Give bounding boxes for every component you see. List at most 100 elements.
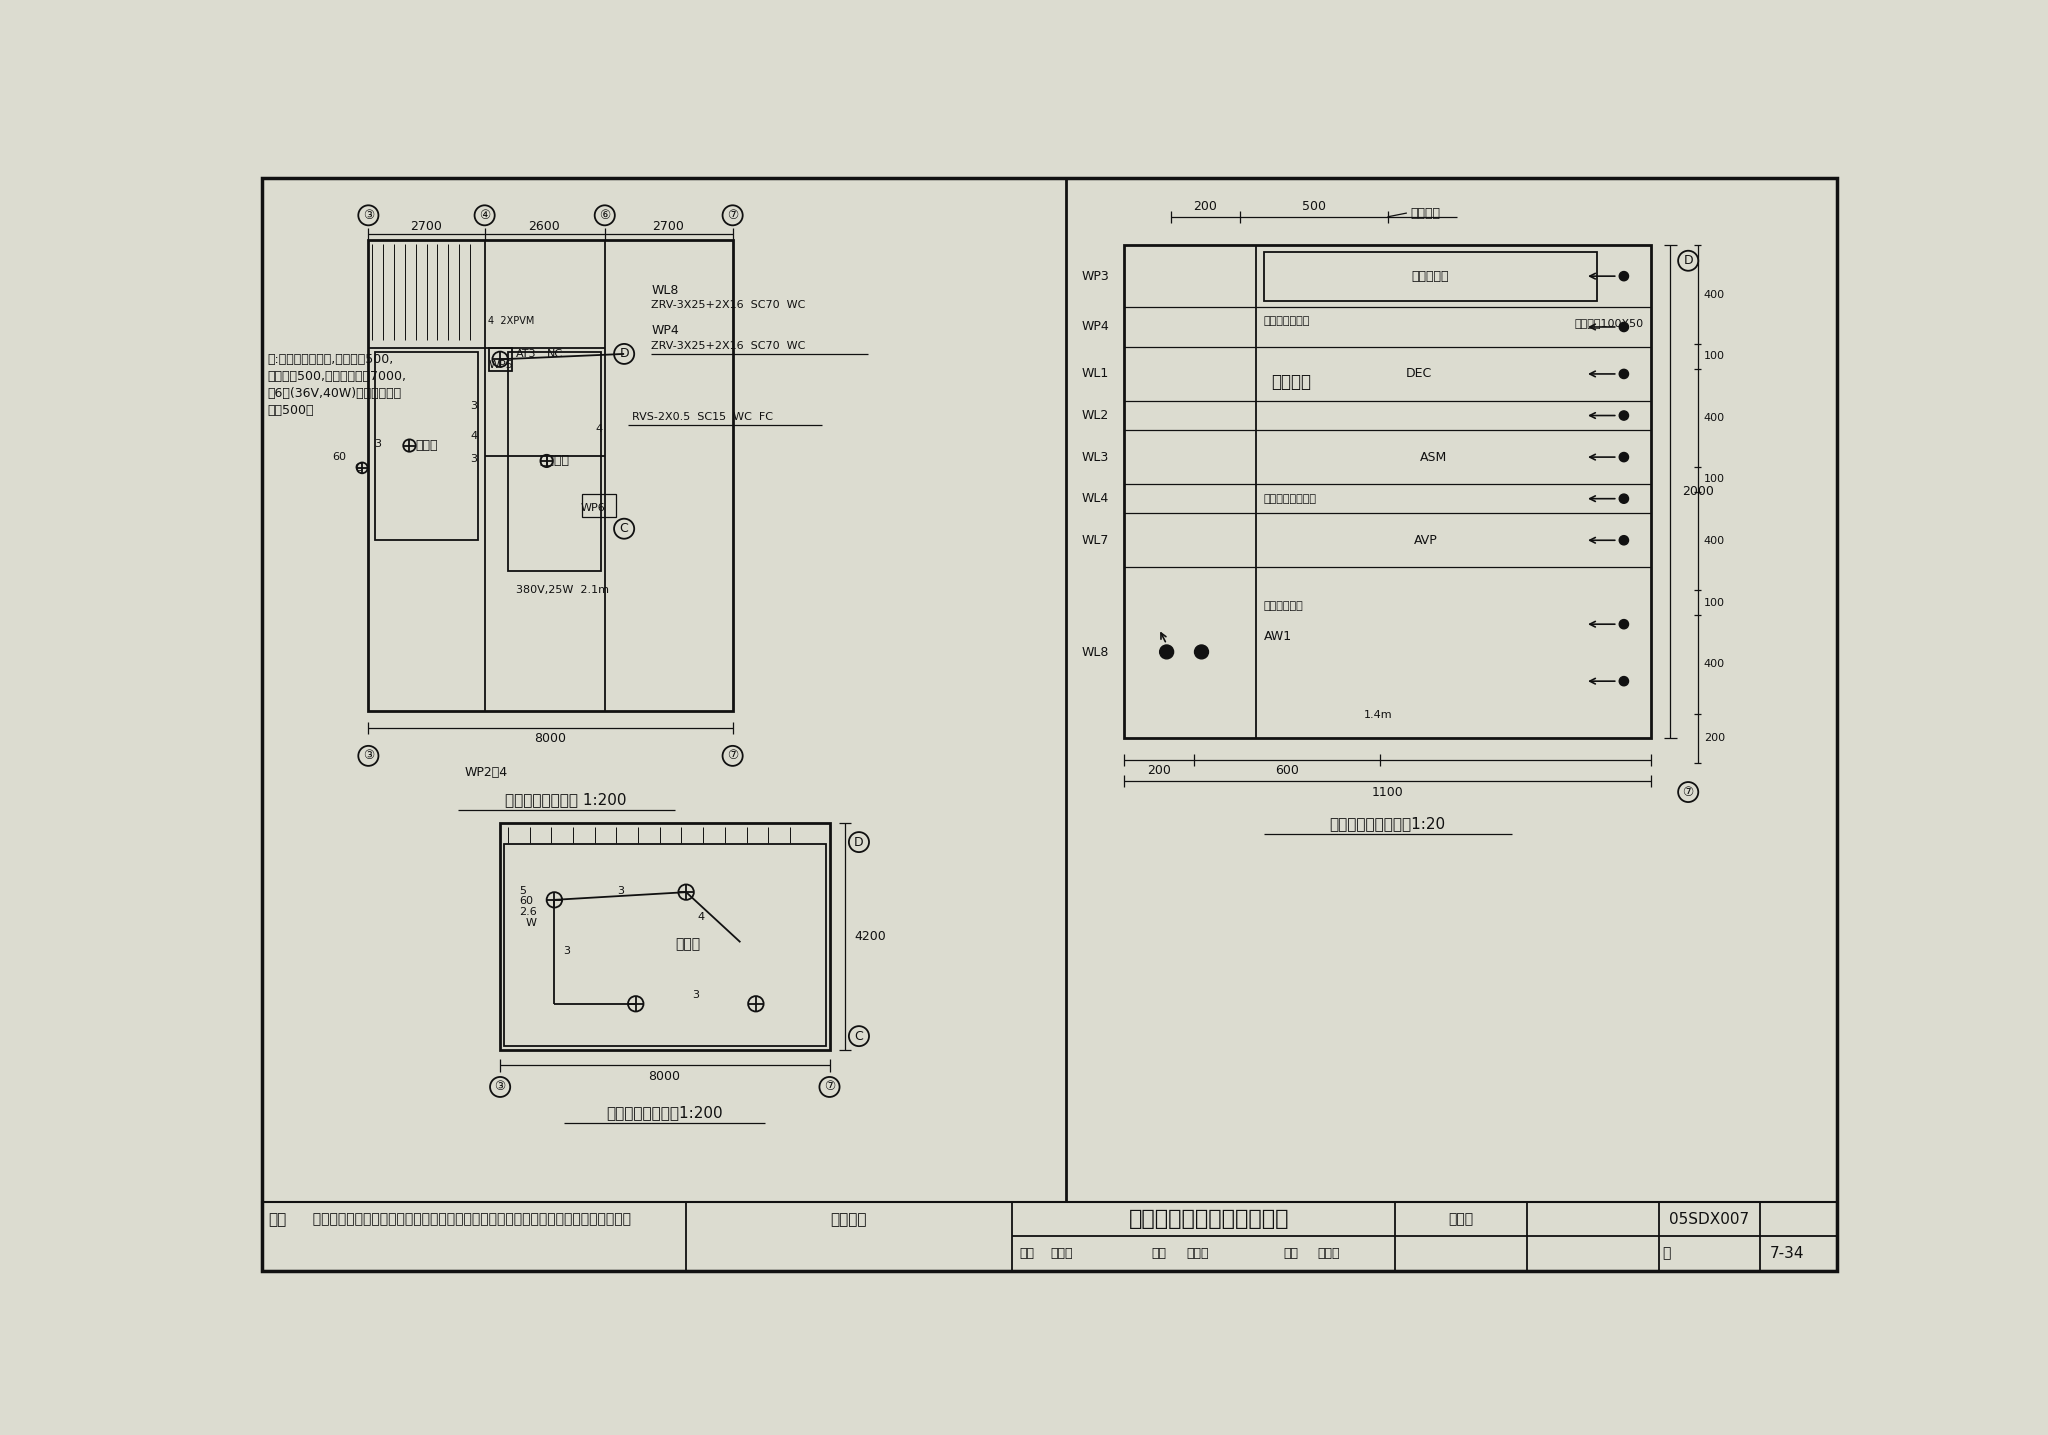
Text: 孙成群: 孙成群 [1317,1247,1339,1260]
Text: 机房层、水箱间电气平面图: 机房层、水箱间电气平面图 [1128,1210,1290,1230]
Text: WL3: WL3 [1081,451,1108,464]
Text: 2.6: 2.6 [520,907,537,917]
Text: AVP: AVP [1415,534,1438,547]
Text: 2600: 2600 [528,221,561,234]
Text: 8000: 8000 [535,732,567,745]
Text: 电梯机房: 电梯机房 [539,455,569,468]
Bar [1124,245,1651,738]
Circle shape [1620,410,1628,420]
Text: 500: 500 [1303,201,1325,214]
Text: DEC: DEC [1405,367,1432,380]
Text: 注:电梯井道灯安装,上端距顶500,: 注:电梯井道灯安装,上端距顶500, [268,353,393,366]
Text: 机房层电气平面图 1:200: 机房层电气平面图 1:200 [506,792,627,808]
Text: 100: 100 [1704,597,1724,607]
Text: WP6: WP6 [582,502,606,512]
Text: WL8: WL8 [1081,646,1108,659]
Text: D: D [1683,254,1694,267]
Text: 电话接线箱: 电话接线箱 [1411,270,1448,283]
Text: 4200: 4200 [854,930,887,943]
Text: 校对: 校对 [1151,1247,1165,1260]
Text: D: D [618,347,629,360]
Text: 8000: 8000 [649,1069,680,1082]
Bar [369,240,733,712]
Text: ③: ③ [494,1081,506,1093]
Text: 4: 4 [471,432,477,442]
Text: 3: 3 [692,990,698,1000]
Text: 400: 400 [1704,413,1724,423]
Text: AT3: AT3 [516,349,537,359]
Text: 100: 100 [1704,352,1724,362]
Text: 2700: 2700 [653,221,684,234]
Text: 200: 200 [1194,201,1217,214]
Text: 审核: 审核 [1020,1247,1034,1260]
Text: 600: 600 [1274,763,1298,776]
Text: ASM: ASM [1421,451,1448,464]
Text: 400: 400 [1704,537,1724,547]
Text: WL2: WL2 [1081,409,1108,422]
Bar [375,352,479,540]
Bar [582,494,616,517]
Text: 电气竖井布置示意图应注明竖井内电表箱、电话分线箱、线槽等尺寸；图纸应有比例。: 电气竖井布置示意图应注明竖井内电表箱、电话分线箱、线槽等尺寸；图纸应有比例。 [303,1213,631,1227]
Text: 编制: 编制 [1282,1247,1298,1260]
Text: WL7: WL7 [1081,534,1108,547]
Circle shape [1620,676,1628,686]
Text: 水箱间: 水箱间 [676,937,700,951]
Text: WP4: WP4 [1081,320,1110,333]
Text: W: W [526,918,537,928]
Text: 图集号: 图集号 [1448,1213,1475,1227]
Text: 400: 400 [1704,659,1724,669]
Circle shape [1620,452,1628,462]
Circle shape [1159,644,1174,659]
Text: 提示: 提示 [268,1213,287,1227]
Text: 400: 400 [1704,290,1724,300]
Circle shape [1620,620,1628,629]
Text: 表具数据远传干线: 表具数据远传干线 [1264,494,1317,504]
Text: 为6盏(36V,40W)，并道插座距: 为6盏(36V,40W)，并道插座距 [268,386,401,400]
Text: WL8: WL8 [651,284,678,297]
Text: WP5: WP5 [489,360,514,370]
Text: ⑦: ⑦ [1683,785,1694,798]
Text: 2700: 2700 [410,221,442,234]
Text: 380V,25W  2.1m: 380V,25W 2.1m [516,585,608,596]
Text: 网络线槽100X50: 网络线槽100X50 [1575,319,1642,329]
Text: 页: 页 [1663,1246,1671,1260]
Text: 3: 3 [471,400,477,410]
Text: 电气竖井布置示意图1:20: 电气竖井布置示意图1:20 [1329,817,1446,831]
Text: ⑦: ⑦ [823,1081,836,1093]
Circle shape [1620,535,1628,545]
Text: ④: ④ [479,210,489,222]
Circle shape [1620,369,1628,379]
Text: 水箱间电气平面图1:200: 水箱间电气平面图1:200 [606,1105,723,1121]
Text: 3: 3 [563,947,571,957]
Text: ZRV-3X25+2X16  SC70  WC: ZRV-3X25+2X16 SC70 WC [651,300,805,310]
Text: NC: NC [547,349,563,359]
Text: 05SDX007: 05SDX007 [1669,1213,1749,1227]
Text: 5: 5 [520,885,526,895]
Text: 井底500。: 井底500。 [268,403,313,416]
Text: WP2～4: WP2～4 [465,766,508,779]
Text: 100: 100 [1704,475,1724,485]
Text: 4: 4 [596,423,602,433]
Text: 200: 200 [1704,733,1724,743]
Text: 3: 3 [471,455,477,465]
Bar [500,822,829,1050]
Text: 60: 60 [332,452,346,462]
Text: C: C [354,464,362,474]
Text: C: C [854,1030,864,1043]
Text: 4  2XPVM: 4 2XPVM [489,316,535,326]
Circle shape [1620,323,1628,331]
Circle shape [1620,271,1628,281]
Circle shape [1620,494,1628,504]
Text: 3: 3 [616,885,625,895]
Text: 7-34: 7-34 [1769,1246,1804,1261]
Text: 1.4m: 1.4m [1364,710,1393,720]
Text: WL4: WL4 [1081,492,1108,505]
Text: 4: 4 [698,911,705,921]
Text: ③: ③ [362,210,375,222]
Text: ⑦: ⑦ [727,210,737,222]
Text: WP4: WP4 [651,324,680,337]
Bar [504,844,825,1046]
Text: 200: 200 [1147,763,1171,776]
Text: RVS-2X0.5  SC15  WC  FC: RVS-2X0.5 SC15 WC FC [633,412,772,422]
Bar [508,352,600,571]
